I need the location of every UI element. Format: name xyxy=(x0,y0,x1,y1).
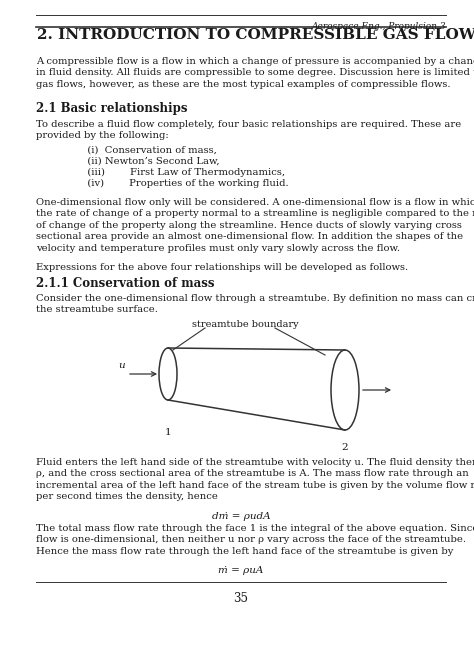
Text: A compressible flow is a flow in which a change of pressure is accompanied by a : A compressible flow is a flow in which a… xyxy=(36,57,474,89)
Text: 2.1.1 Conservation of mass: 2.1.1 Conservation of mass xyxy=(36,277,215,290)
Text: Aerospace Eng., Propulsion 3: Aerospace Eng., Propulsion 3 xyxy=(311,22,446,31)
Text: (ii) Newton’s Second Law,: (ii) Newton’s Second Law, xyxy=(78,157,219,166)
Text: 1: 1 xyxy=(164,428,171,437)
Text: Consider the one-dimensional flow through a streamtube. By definition no mass ca: Consider the one-dimensional flow throug… xyxy=(36,294,474,314)
Text: 2. INTRODUCTION TO COMPRESSIBLE GAS FLOWS: 2. INTRODUCTION TO COMPRESSIBLE GAS FLOW… xyxy=(37,28,474,42)
Text: To describe a fluid flow completely, four basic relationships are required. Thes: To describe a fluid flow completely, fou… xyxy=(36,120,461,141)
Text: ṁ = ρuA: ṁ = ρuA xyxy=(219,566,264,575)
Text: streamtube boundary: streamtube boundary xyxy=(191,320,298,329)
Text: u: u xyxy=(118,361,125,370)
Text: (iv)        Properties of the working fluid.: (iv) Properties of the working fluid. xyxy=(78,179,289,188)
Text: 2.1 Basic relationships: 2.1 Basic relationships xyxy=(36,102,188,115)
Text: dṁ = ρudA: dṁ = ρudA xyxy=(212,512,270,521)
Text: (iii)        First Law of Thermodynamics,: (iii) First Law of Thermodynamics, xyxy=(78,168,285,177)
Text: 35: 35 xyxy=(234,592,248,605)
Text: One-dimensional flow only will be considered. A one-dimensional flow is a flow i: One-dimensional flow only will be consid… xyxy=(36,198,474,253)
Text: Fluid enters the left hand side of the streamtube with velocity u. The fluid den: Fluid enters the left hand side of the s… xyxy=(36,458,474,501)
Text: 2: 2 xyxy=(342,443,348,452)
Text: (i)  Conservation of mass,: (i) Conservation of mass, xyxy=(78,146,217,155)
Text: The total mass flow rate through the face 1 is the integral of the above equatio: The total mass flow rate through the fac… xyxy=(36,524,474,556)
Text: Expressions for the above four relationships will be developed as follows.: Expressions for the above four relations… xyxy=(36,263,408,272)
